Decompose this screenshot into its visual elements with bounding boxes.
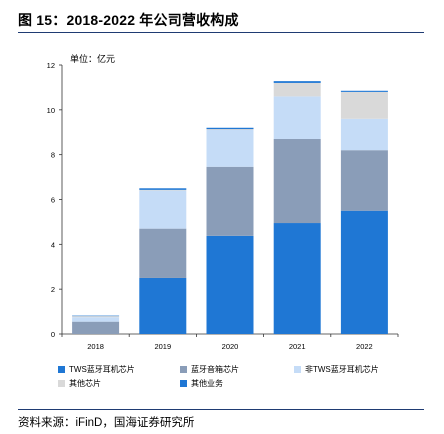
bar-segment	[139, 189, 187, 191]
bar-segment	[340, 150, 388, 211]
x-tick-label: 2022	[356, 342, 373, 351]
bar-segment	[139, 188, 187, 190]
legend-swatch	[58, 380, 65, 387]
bar-segment	[206, 127, 254, 130]
figure-title: 图 15：2018-2022 年公司营收构成	[18, 12, 239, 28]
bar-segment	[273, 138, 321, 224]
bar-segment	[139, 228, 187, 278]
bar-segment	[72, 316, 120, 318]
bar-segment	[340, 118, 388, 151]
bar-segment	[340, 91, 388, 119]
bar-segment	[206, 166, 254, 236]
figure-source: 资料来源：iFinD，国海证券研究所	[18, 417, 195, 429]
bar-segment	[206, 130, 254, 167]
legend-swatch	[180, 380, 187, 387]
legend-label: 其他业务	[191, 379, 223, 388]
y-tick-label: 2	[51, 285, 55, 294]
legend-item: 其他芯片	[58, 378, 101, 389]
legend-item: 其他业务	[180, 378, 223, 389]
bar-segment	[340, 90, 388, 92]
bar-segment	[72, 315, 120, 317]
x-tick-label: 2020	[222, 342, 239, 351]
bar-segment	[139, 190, 187, 229]
y-tick-label: 0	[51, 330, 55, 339]
bar-segment	[340, 210, 388, 334]
bar-segment	[139, 277, 187, 334]
legend-label: TWS蓝牙耳机芯片	[69, 365, 135, 374]
legend-label: 蓝牙音箱芯片	[191, 365, 239, 374]
y-tick-label: 6	[51, 196, 55, 205]
legend-item: TWS蓝牙耳机芯片	[58, 364, 135, 375]
legend-label: 非TWS蓝牙耳机芯片	[305, 365, 379, 374]
bar-segment	[273, 223, 321, 334]
legend-item: 蓝牙音箱芯片	[180, 364, 239, 375]
x-tick-label: 2019	[154, 342, 171, 351]
bar-segment	[72, 321, 120, 334]
x-tick-label: 2021	[289, 342, 306, 351]
bar-segment	[273, 96, 321, 139]
legend-swatch	[58, 366, 65, 373]
bar-segment	[273, 82, 321, 97]
x-tick-label: 2018	[87, 342, 104, 351]
bar-segment	[72, 317, 120, 322]
legend-item: 非TWS蓝牙耳机芯片	[294, 364, 379, 375]
revenue-stacked-bar-chart: 0 2 4 6 8 10 12 单位：亿元 2018 2019 2020 2021 2022	[47, 53, 399, 351]
bar-segment	[206, 235, 254, 334]
y-tick-label: 4	[51, 240, 55, 249]
unit-label: 单位：亿元	[70, 53, 115, 65]
y-tick-label: 12	[47, 61, 55, 70]
y-tick-label: 8	[51, 151, 55, 160]
legend-swatch	[180, 366, 187, 373]
y-tick-label: 10	[47, 106, 55, 115]
source-rule	[18, 409, 424, 410]
legend-label: 其他芯片	[69, 379, 101, 388]
bar-segment	[273, 81, 321, 83]
legend-swatch	[294, 366, 301, 373]
title-rule	[18, 32, 424, 33]
bar-segment	[206, 129, 254, 131]
